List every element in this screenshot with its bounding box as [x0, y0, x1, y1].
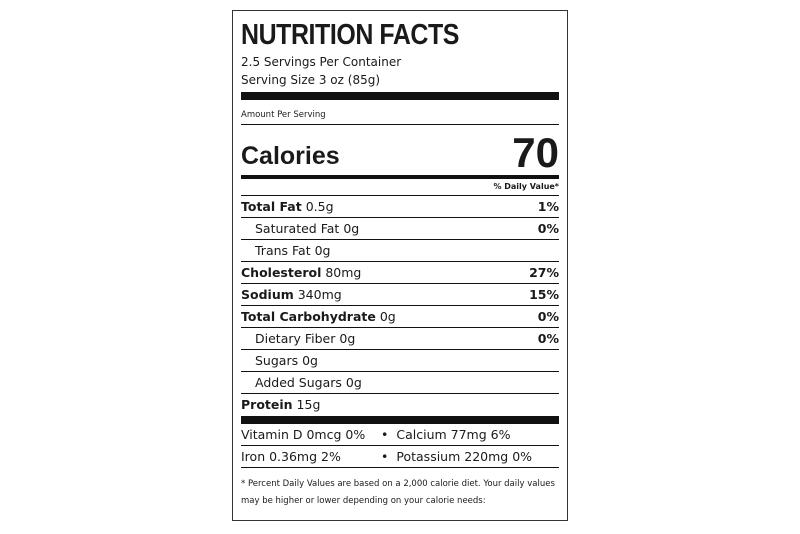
nutrient-row: Added Sugars 0g	[241, 372, 559, 394]
nutrient-amount: 0g	[345, 375, 362, 390]
nutrient-row: Sodium 340mg 15%	[241, 284, 559, 306]
nutrient: Dietary Fiber 0g	[255, 328, 355, 349]
footnote: * Percent Daily Values are based on a 2,…	[241, 479, 555, 506]
daily-value: 1%	[537, 199, 559, 214]
nutrient-name: Trans Fat	[255, 243, 311, 258]
nutrient-row: Protein 15g	[241, 394, 559, 416]
nutrient-amount: 15g	[296, 397, 321, 412]
nutrient: Trans Fat 0g	[255, 240, 330, 261]
nutrient-amount: 0.5g	[305, 199, 334, 214]
nutrient-rows: Total Fat 0.5g 1% Saturated Fat 0g 0% Trans …	[241, 196, 559, 416]
vitamin-row: Vitamin D 0mcg 0% Calcium 77mg 6%	[241, 424, 559, 446]
nutrient-name: Total Fat	[241, 199, 302, 214]
vitamin: Calcium 77mg 6%	[381, 424, 510, 445]
nutrient-name: Dietary Fiber	[255, 331, 336, 346]
vitamin: Potassium 220mg 0%	[381, 446, 532, 467]
calories-value: 70	[512, 129, 559, 176]
daily-value-header: % Daily Value*	[241, 179, 559, 196]
nutrient: Total Carbohydrate 0g	[241, 306, 396, 327]
nutrient-name: Total Carbohydrate	[241, 309, 376, 324]
daily-value: 15%	[529, 287, 559, 302]
nutrient-amount: 340mg	[297, 287, 342, 302]
nutrition-label: NUTRITION FACTS 2.5 Servings Per Contain…	[232, 10, 568, 521]
nutrient: Protein 15g	[241, 394, 320, 416]
nutrient-name: Protein	[241, 397, 293, 412]
calories-row: Calories 70	[241, 125, 559, 175]
vitamin-rows: Vitamin D 0mcg 0%Calcium 77mg 6%Iron 0.3…	[241, 424, 559, 468]
nutrient-amount: 80mg	[325, 265, 362, 280]
nutrient-amount: 0g	[379, 309, 396, 324]
nutrient: Total Fat 0.5g	[241, 196, 334, 217]
nutrient-row: Total Fat 0.5g 1%	[241, 196, 559, 218]
nutrient: Sodium 340mg	[241, 284, 342, 305]
nutrient-amount: 0g	[339, 331, 356, 346]
nutrient-name: Added Sugars	[255, 375, 342, 390]
servings: 2.5 Servings Per Container	[241, 55, 402, 69]
nutrient-row: Cholesterol 80mg 27%	[241, 262, 559, 284]
daily-value: 27%	[529, 265, 559, 280]
nutrient: Cholesterol 80mg	[241, 262, 361, 283]
divider	[241, 175, 559, 179]
nutrient-row: Saturated Fat 0g 0%	[241, 218, 559, 240]
nutrient-name: Saturated Fat	[255, 221, 340, 236]
vitamin: Iron 0.36mg 2%	[241, 449, 341, 464]
nutrient-row: Sugars 0g	[241, 350, 559, 372]
nutrient-amount: 0g	[343, 221, 360, 236]
amount-per-serving: Amount Per Serving	[241, 100, 559, 125]
nutrient-amount: 0g	[302, 353, 318, 368]
divider	[241, 416, 559, 424]
nutrient-row: Total Carbohydrate 0g 0%	[241, 306, 559, 328]
title: NUTRITION FACTS	[241, 19, 460, 51]
vitamin-row: Iron 0.36mg 2% Potassium 220mg 0%	[241, 446, 559, 468]
nutrient-row: Trans Fat 0g	[241, 240, 559, 262]
nutrient-name: Cholesterol	[241, 265, 322, 280]
vitamin: Vitamin D 0mcg 0%	[241, 427, 366, 442]
nutrient: Added Sugars 0g	[255, 372, 362, 393]
nutrient-amount: 0g	[314, 243, 331, 258]
nutrient: Sugars 0g	[255, 350, 318, 371]
divider	[241, 92, 559, 100]
daily-value: 0%	[537, 309, 559, 324]
calories-label: Calories	[241, 142, 340, 170]
daily-value: 0%	[537, 331, 559, 346]
nutrient: Saturated Fat 0g	[255, 218, 359, 239]
nutrient-row: Dietary Fiber 0g 0%	[241, 328, 559, 350]
nutrient-name: Sugars	[255, 353, 299, 368]
daily-value: 0%	[537, 221, 559, 236]
nutrient-name: Sodium	[241, 287, 294, 302]
serving-size: Serving Size 3 oz (85g)	[241, 73, 381, 87]
